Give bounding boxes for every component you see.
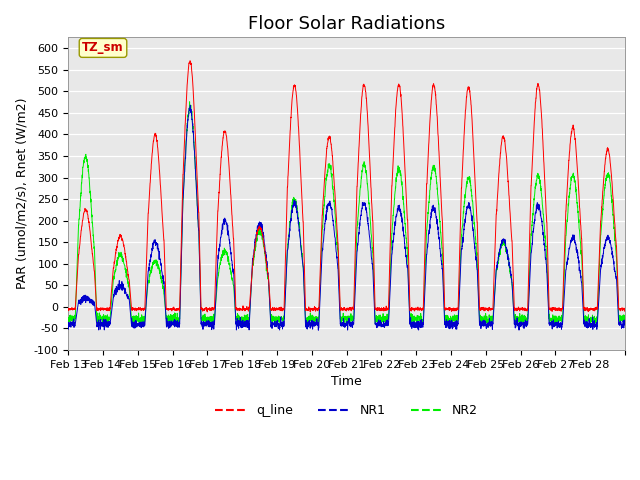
NR1 bbox=[621, 322, 629, 327]
q_line bbox=[179, 200, 186, 206]
q_line bbox=[467, 106, 475, 112]
q_line bbox=[621, 306, 629, 312]
NR1 bbox=[467, 212, 475, 217]
Title: Floor Solar Radiations: Floor Solar Radiations bbox=[248, 15, 445, 33]
Line: q_line: q_line bbox=[68, 60, 625, 312]
NR1 bbox=[314, 327, 322, 333]
Line: NR1: NR1 bbox=[68, 105, 625, 330]
Legend: q_line, NR1, NR2: q_line, NR1, NR2 bbox=[211, 399, 483, 422]
NR1 bbox=[503, 246, 511, 252]
NR2 bbox=[467, 189, 475, 194]
NR2 bbox=[65, 314, 72, 320]
NR2 bbox=[621, 316, 629, 322]
NR2 bbox=[179, 221, 186, 227]
NR1 bbox=[536, 209, 544, 215]
q_line bbox=[65, 308, 72, 313]
q_line bbox=[536, 96, 544, 101]
q_line bbox=[419, 306, 426, 312]
Y-axis label: PAR (umol/m2/s), Rnet (W/m2): PAR (umol/m2/s), Rnet (W/m2) bbox=[15, 98, 28, 289]
q_line bbox=[503, 159, 511, 165]
NR1 bbox=[615, 321, 623, 327]
NR2 bbox=[419, 319, 426, 325]
X-axis label: Time: Time bbox=[332, 375, 362, 388]
NR2 bbox=[486, 323, 493, 328]
q_line bbox=[186, 58, 194, 63]
Text: TZ_sm: TZ_sm bbox=[82, 41, 124, 54]
NR2 bbox=[186, 99, 193, 105]
NR2 bbox=[503, 247, 511, 253]
q_line bbox=[204, 309, 211, 315]
NR2 bbox=[536, 180, 544, 186]
NR1 bbox=[179, 221, 186, 227]
NR2 bbox=[615, 315, 623, 321]
q_line bbox=[615, 305, 623, 311]
NR1 bbox=[419, 323, 426, 328]
NR1 bbox=[186, 102, 194, 108]
NR1 bbox=[65, 320, 72, 325]
Line: NR2: NR2 bbox=[68, 102, 625, 325]
